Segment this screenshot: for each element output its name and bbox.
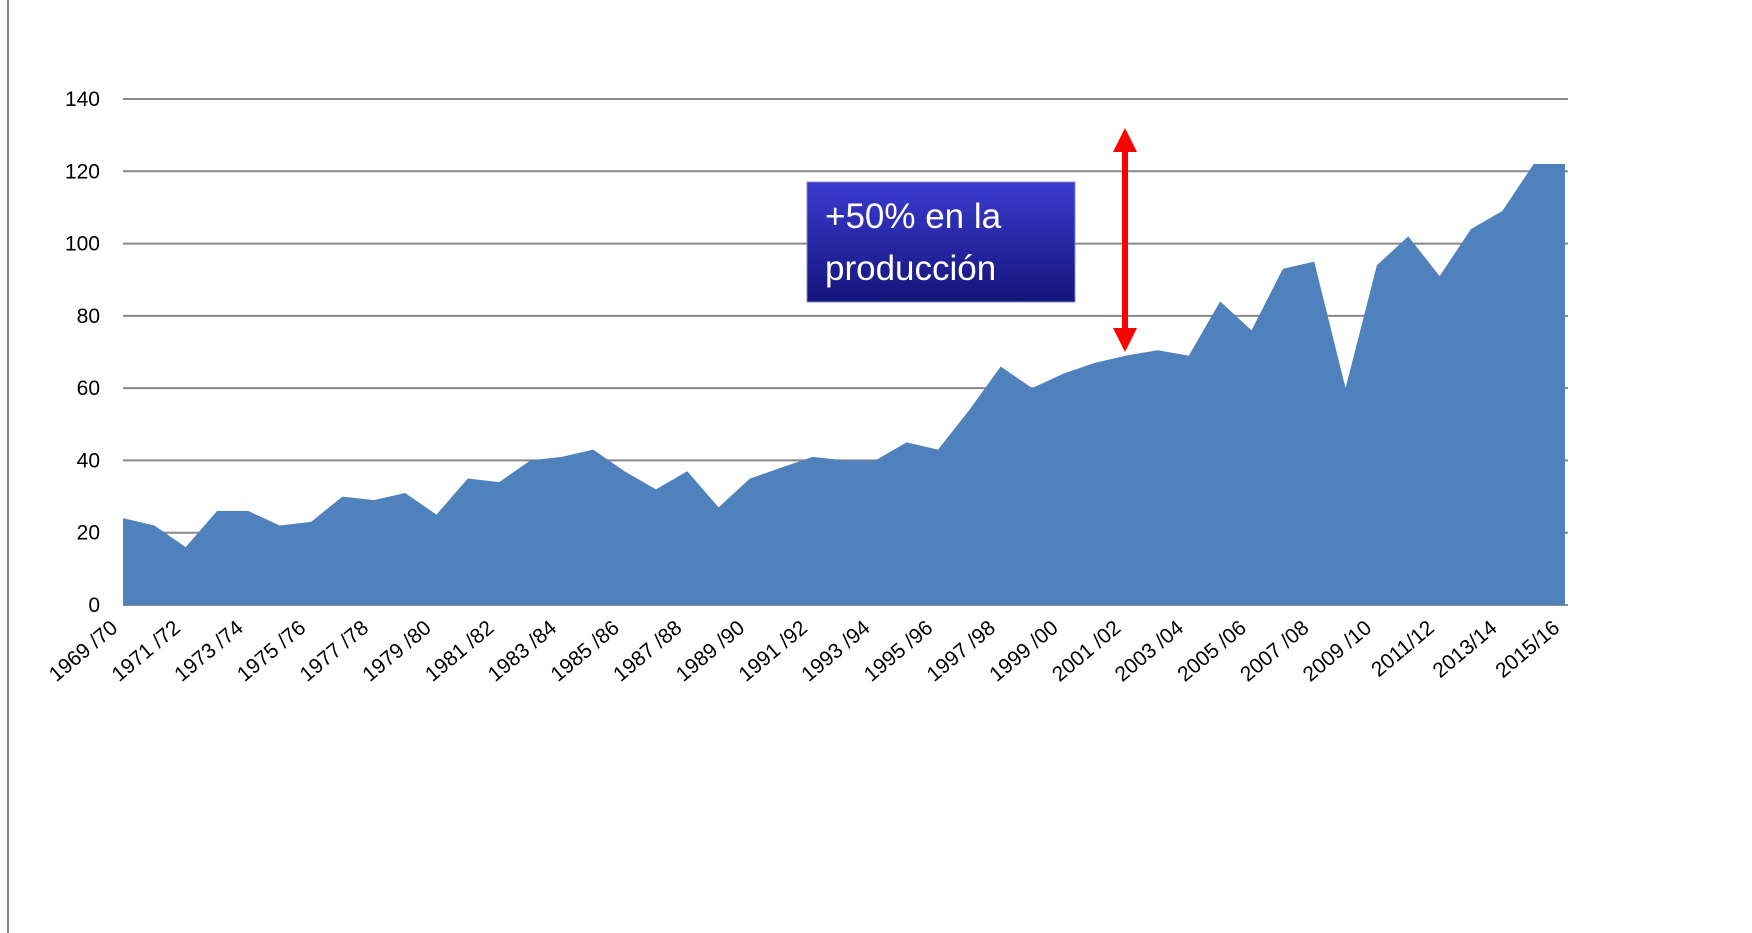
x-tick-label: 1995 /96 — [860, 616, 937, 686]
y-tick-label: 140 — [65, 88, 100, 111]
area — [123, 164, 1565, 606]
y-tick-label: 40 — [77, 449, 100, 472]
x-tick-label: 2009 /10 — [1299, 616, 1376, 686]
y-tick-label: 120 — [65, 160, 100, 183]
x-tick-label: 1997 /98 — [923, 616, 1000, 686]
x-tick-label: 1983 /84 — [484, 616, 562, 686]
x-tick-label: 1975 /76 — [233, 616, 310, 686]
x-tick-label: 2013/14 — [1429, 616, 1502, 683]
x-tick-label: 2011/12 — [1367, 616, 1439, 681]
annotation-text: producción — [825, 249, 996, 288]
x-tick-label: 1991 /92 — [734, 616, 811, 686]
annotation-box — [806, 181, 1076, 303]
x-tick-label: 1999 /00 — [985, 616, 1062, 686]
annotation-text: +50% en la — [825, 197, 1002, 236]
x-tick-label: 1985 /86 — [546, 616, 623, 686]
annotation: +50% en la producción — [806, 128, 1137, 352]
y-tick-label: 60 — [77, 377, 100, 400]
x-tick-label: 1977 /78 — [296, 616, 373, 686]
x-tick-label: 1989 /90 — [672, 616, 749, 686]
y-tick-label: 0 — [88, 594, 100, 617]
y-tick-label: 80 — [77, 305, 100, 328]
x-tick-label: 2005 /06 — [1173, 616, 1250, 686]
x-tick-label: 1973 /74 — [170, 616, 248, 686]
x-tick-label: 1971 /72 — [108, 616, 185, 686]
y-tick-label: 100 — [65, 233, 100, 256]
y-tick-label: 20 — [77, 522, 100, 545]
x-tick-label: 1993 /94 — [797, 616, 875, 686]
x-tick-label: 2001 /02 — [1048, 616, 1125, 686]
x-tick-label: 2007 /08 — [1236, 616, 1313, 686]
x-tick-label: 1987 /88 — [609, 616, 686, 686]
x-tick-label: 1979 /80 — [358, 616, 435, 686]
x-tick-label: 1969 /70 — [45, 616, 122, 686]
x-tick-label: 2015/16 — [1491, 616, 1564, 682]
x-tick-label: 1981 /82 — [421, 616, 498, 686]
x-tick-label: 2003 /04 — [1111, 616, 1189, 686]
